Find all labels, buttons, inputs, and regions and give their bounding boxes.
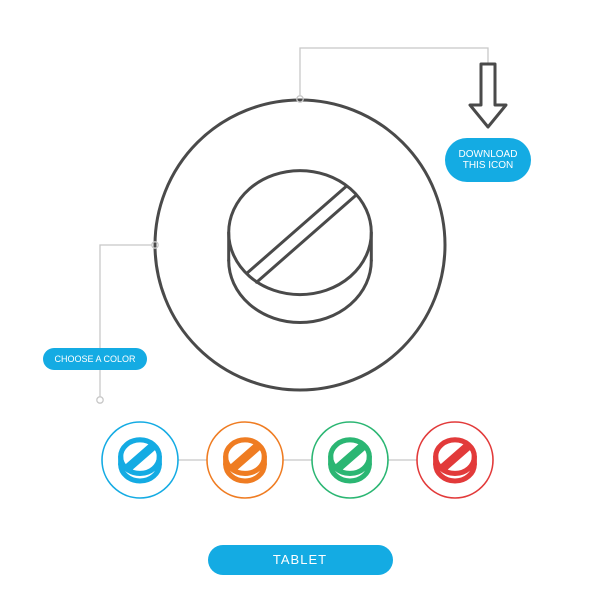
choose-connector-a — [100, 245, 152, 348]
scene — [0, 0, 600, 600]
download-line1: DOWNLOAD — [459, 149, 518, 161]
title-text: TABLET — [273, 553, 327, 568]
download-arrow-icon[interactable] — [470, 64, 506, 127]
choose-color-badge[interactable]: CHOOSE A COLOR — [43, 348, 147, 370]
title-badge: TABLET — [208, 545, 393, 575]
connector-dot — [97, 397, 103, 403]
download-line2: THIS ICON — [459, 160, 518, 172]
choose-color-label: CHOOSE A COLOR — [54, 354, 135, 364]
download-badge[interactable]: DOWNLOAD THIS ICON — [445, 138, 531, 182]
tablet-icon — [229, 171, 372, 323]
download-connector — [300, 48, 488, 96]
